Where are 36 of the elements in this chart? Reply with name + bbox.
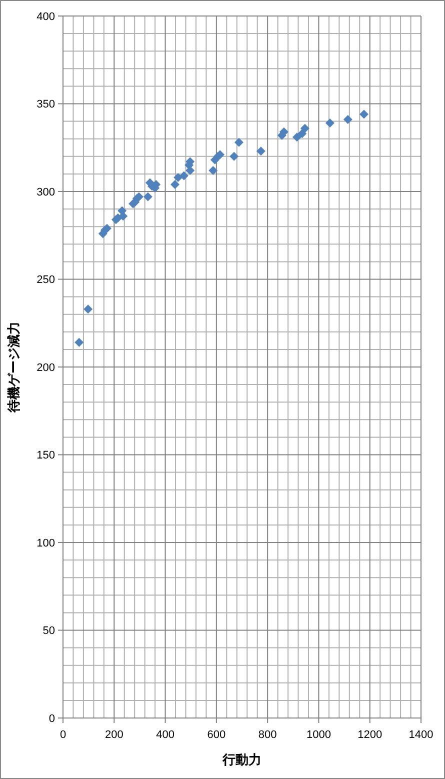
x-tick-label: 0	[60, 729, 66, 741]
y-tick-label: 100	[36, 537, 55, 550]
x-tick-label: 600	[207, 729, 226, 741]
y-tick-label: 400	[36, 10, 55, 23]
point	[298, 129, 307, 138]
x-tick-label: 1400	[408, 729, 434, 741]
y-tick-label: 150	[36, 450, 55, 462]
y-tick-label: 50	[42, 625, 55, 638]
y-tick-label: 250	[36, 274, 55, 286]
point	[292, 132, 302, 142]
point	[300, 124, 310, 133]
point	[216, 150, 225, 160]
point	[179, 171, 188, 180]
point	[174, 172, 183, 182]
x-tick-label: 200	[104, 729, 124, 741]
y-tick-label: 300	[36, 186, 55, 198]
point	[170, 180, 180, 189]
point	[325, 118, 334, 128]
point	[208, 166, 218, 175]
point	[359, 110, 368, 119]
point	[74, 338, 84, 347]
y-axis-title: 待機ゲージ減力	[6, 322, 21, 414]
point	[234, 138, 244, 147]
x-axis-title: 行動力	[222, 752, 262, 767]
x-tick-label: 400	[156, 729, 174, 741]
point	[230, 152, 239, 161]
x-tick-label: 800	[258, 729, 277, 741]
x-tick-label: 1000	[306, 729, 331, 741]
y-tick-label: 0	[48, 712, 55, 725]
point	[343, 115, 352, 124]
point	[256, 146, 266, 156]
x-tick-label: 1200	[358, 729, 382, 741]
point	[143, 192, 152, 202]
y-tick-label: 200	[36, 362, 55, 374]
point	[84, 304, 93, 314]
y-tick-label: 350	[36, 98, 55, 111]
